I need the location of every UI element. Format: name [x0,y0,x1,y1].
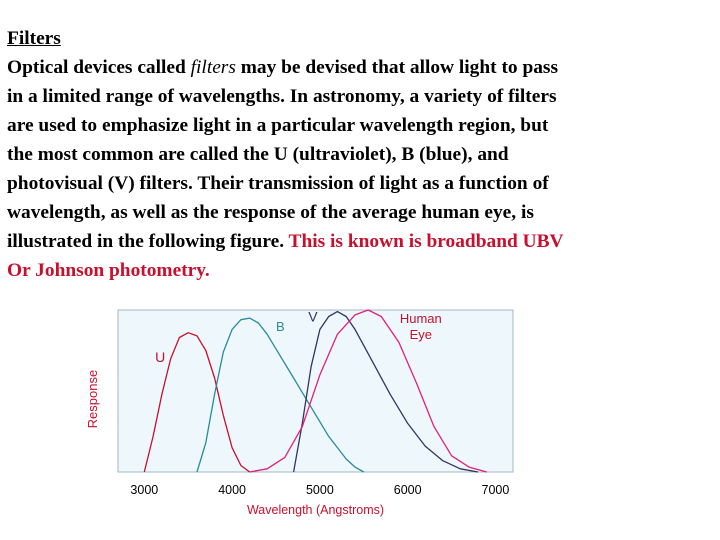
series-line-v [292,310,479,473]
paragraph-line-3: are used to emphasize light in a particu… [7,115,549,136]
highlight-text: This is known is broadband UBV [288,231,564,252]
series-line-human-eye [249,309,487,473]
annotation-human: Human [400,311,442,326]
heading: Filters [7,28,61,49]
annotation-eye: Eye [410,327,432,342]
emphasis-filters: filters [190,57,236,78]
x-tick-label: 4000 [218,483,246,497]
paragraph-line-5: photovisual (V) filters. Their transmiss… [7,173,549,194]
filter-response-figure: U B V Human Eye 3000 4000 5000 6000 7000 Wavelengt… [80,300,540,530]
y-axis-label: Response [85,370,100,429]
paragraph: Optical devices called filters may be de… [7,53,713,285]
x-tick-label: 5000 [306,483,334,497]
x-tick-label: 6000 [394,483,422,497]
annotation-b: B [276,319,285,334]
paragraph-line-8: Or Johnson photometry. [7,260,210,281]
paragraph-line-7: illustrated in the following figure. Thi… [7,227,713,256]
paragraph-line-1: Optical devices called filters may be de… [7,53,713,82]
paragraph-line-6: wavelength, as well as the response of t… [7,202,534,223]
x-tick-label: 7000 [482,483,510,497]
annotation-v: V [308,308,318,324]
plot-area [117,309,514,473]
line-text: illustrated in the following figure. [7,231,289,252]
series-line-b [196,317,365,473]
series-line-u [143,332,251,473]
document-body: Filters Optical devices called filters m… [7,24,713,285]
line-text: may be devised that allow light to pass [235,57,559,78]
line-text: Optical devices called [7,57,191,78]
paragraph-line-2: in a limited range of wavelengths. In as… [7,86,557,107]
x-axis-label: Wavelength (Angstroms) [247,503,384,517]
annotation-u: U [155,349,165,365]
paragraph-line-4: the most common are called the U (ultrav… [7,144,509,165]
x-tick-label: 3000 [130,483,158,497]
